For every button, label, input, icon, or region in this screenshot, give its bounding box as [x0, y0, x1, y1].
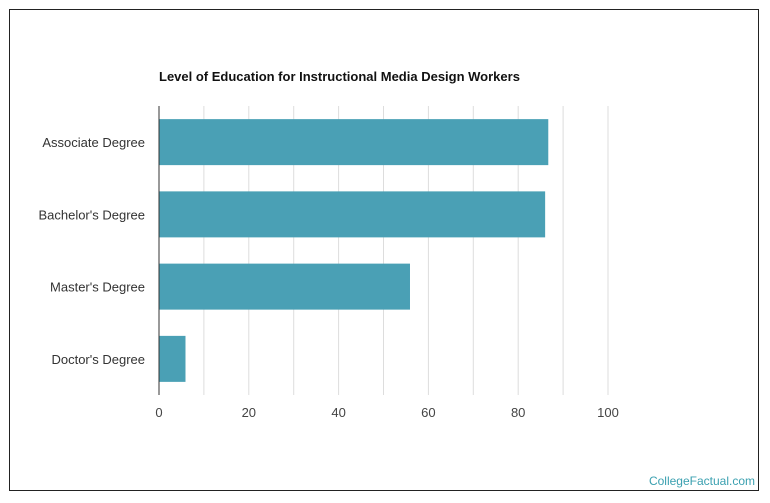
bars [159, 119, 549, 382]
bar[interactable] [159, 263, 410, 310]
x-tick-label: 40 [331, 405, 345, 420]
category-labels: Associate Degree Bachelor's Degree Master'… [38, 135, 145, 367]
x-tick-label: 60 [421, 405, 435, 420]
chart-title: Level of Education for Instructional Med… [159, 69, 520, 84]
watermark-link[interactable]: CollegeFactual.com [649, 474, 755, 488]
x-tick-label: 0 [155, 405, 162, 420]
x-tick-label: 100 [597, 405, 619, 420]
x-tick-label: 20 [242, 405, 256, 420]
x-tick-labels: 0 20 40 60 80 100 [155, 405, 618, 420]
bar[interactable] [159, 119, 549, 166]
category-label: Master's Degree [50, 280, 145, 295]
category-label: Associate Degree [42, 135, 145, 150]
x-tick-label: 80 [511, 405, 525, 420]
bar[interactable] [159, 191, 546, 238]
category-label: Bachelor's Degree [38, 207, 145, 222]
bar[interactable] [159, 335, 186, 382]
category-label: Doctor's Degree [51, 352, 145, 367]
